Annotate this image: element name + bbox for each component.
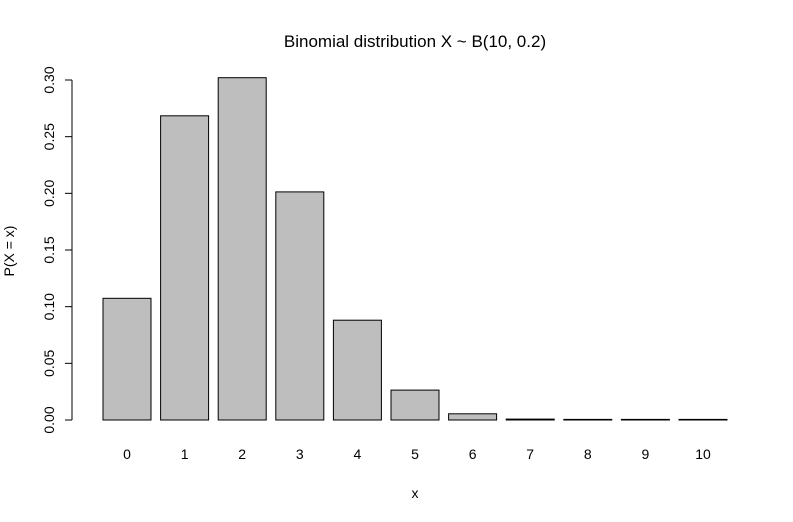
x-tick-label: 9 — [642, 446, 650, 462]
y-tick-label: 0.25 — [41, 123, 57, 150]
y-tick-label: 0.30 — [41, 66, 57, 93]
x-tick-label: 3 — [296, 446, 304, 462]
bar-5 — [390, 389, 440, 421]
y-tick-label: 0.05 — [41, 349, 57, 376]
bar-8 — [563, 418, 613, 421]
x-tick-label: 4 — [354, 446, 362, 462]
x-tick-label: 2 — [238, 446, 246, 462]
x-tick-label: 0 — [123, 446, 131, 462]
y-tick-label: 0.10 — [41, 293, 57, 320]
bar-7 — [505, 418, 555, 421]
bar-6 — [448, 413, 498, 421]
y-tick-label: 0.20 — [41, 179, 57, 206]
x-tick-label: 10 — [695, 446, 711, 462]
x-tick-label: 5 — [411, 446, 419, 462]
bar-0 — [102, 297, 152, 421]
x-tick-label: 7 — [526, 446, 534, 462]
y-axis-label: P(X = x) — [1, 226, 17, 277]
y-axis: 0.00 0.05 0.10 0.15 0.20 0.25 0.30 — [41, 66, 73, 434]
bar-3 — [275, 191, 325, 421]
bar-10 — [678, 418, 728, 421]
x-tick-label: 6 — [469, 446, 477, 462]
x-tick-label: 8 — [584, 446, 592, 462]
bar-9 — [620, 418, 670, 421]
bar-4 — [332, 319, 382, 421]
bar-1 — [160, 115, 210, 421]
bar-2 — [217, 77, 267, 421]
x-tick-labels: 0 1 2 3 4 5 6 7 8 9 10 — [123, 446, 711, 462]
bars — [102, 77, 728, 421]
y-tick-label: 0.00 — [41, 406, 57, 433]
x-tick-label: 1 — [181, 446, 189, 462]
x-axis-label: x — [412, 485, 419, 501]
chart-title: Binomial distribution X ~ B(10, 0.2) — [284, 32, 546, 51]
y-tick-label: 0.15 — [41, 236, 57, 263]
